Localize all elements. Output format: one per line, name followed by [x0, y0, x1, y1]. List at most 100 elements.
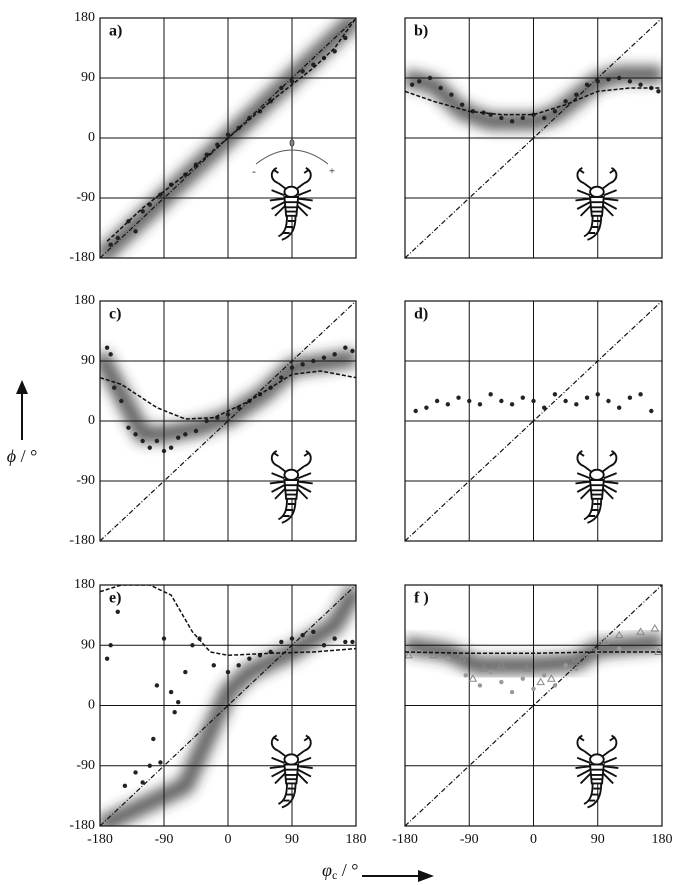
fit-curve: [100, 370, 356, 420]
data-point: [614, 630, 624, 639]
data-point: [536, 677, 546, 686]
data-point: [563, 99, 568, 104]
data-point: [161, 636, 167, 641]
data-point: [154, 683, 160, 688]
data-point: [479, 664, 488, 672]
data-point: [546, 674, 556, 682]
y-tick-label: 0: [88, 698, 95, 713]
data-point: [300, 69, 305, 74]
data-point: [289, 365, 295, 370]
data-point: [497, 660, 506, 669]
y-tick-label: 0: [88, 413, 95, 428]
x-label-symbol: φ: [322, 860, 332, 880]
y-tick-label: 90: [81, 637, 95, 652]
data-point: [427, 75, 433, 81]
data-point: [104, 656, 110, 661]
data-point: [133, 770, 138, 775]
data-point: [616, 646, 622, 651]
data-point: [332, 636, 337, 641]
data-point: [161, 448, 167, 454]
data-point: [424, 405, 429, 410]
data-point: [133, 432, 138, 437]
data-point: [190, 643, 195, 648]
data-point: [321, 355, 327, 360]
data-point: [417, 79, 422, 84]
data-point: [638, 392, 643, 397]
x-label: φc / °: [322, 860, 359, 882]
y-tick-label: -180: [69, 533, 95, 548]
data-point: [204, 418, 209, 424]
data-point: [456, 395, 461, 400]
scorpion-icon: [268, 449, 314, 524]
plot-area: [405, 18, 662, 258]
data-point: [509, 402, 515, 407]
data-point: [140, 209, 145, 214]
data-point: [140, 780, 145, 785]
data-point: [606, 398, 611, 404]
data-point: [521, 664, 531, 672]
annotation-text: -: [252, 166, 256, 178]
y-tick-label: 90: [81, 70, 95, 85]
data-point: [151, 736, 156, 742]
data-point: [350, 348, 355, 354]
data-point: [531, 686, 536, 691]
data-point: [636, 627, 645, 635]
data-point: [457, 654, 467, 662]
data-point: [627, 79, 633, 84]
panel: 0 - + a) -180 -90 0 90 180: [69, 10, 357, 265]
frame: [99, 584, 357, 827]
data-point: [600, 637, 610, 645]
x-tick-label: -90: [155, 832, 174, 847]
x-axis-label: φc / °: [322, 860, 434, 882]
diagonal-line: [405, 585, 662, 826]
annotation-text: 0: [289, 138, 295, 150]
x-tick-label: -180: [392, 832, 418, 847]
frame: [99, 17, 357, 259]
x-tick-label: 180: [652, 832, 673, 847]
y-tick-label: -90: [76, 758, 95, 773]
frame: [99, 300, 357, 542]
data-point: [488, 392, 493, 397]
y-tick-label: 180: [74, 577, 95, 592]
data-point: [574, 666, 579, 671]
x-tick-label: 0: [530, 832, 537, 847]
density-band: [100, 585, 356, 826]
scorpion-icon: [574, 166, 620, 241]
data-point: [321, 643, 327, 648]
data-point: [499, 398, 504, 404]
y-tick-label: -90: [76, 190, 95, 205]
data-point: [108, 352, 113, 357]
data-point: [279, 85, 284, 91]
frame: [404, 300, 663, 542]
data-point: [343, 639, 348, 645]
data-point: [225, 669, 231, 675]
data-point: [279, 375, 284, 380]
data-point: [332, 49, 337, 54]
panel-label: f ): [414, 590, 429, 607]
panel: b): [404, 17, 663, 259]
data-point: [650, 624, 660, 632]
diagonal-line: [100, 301, 356, 541]
data-point: [236, 663, 241, 668]
data-point: [247, 656, 252, 661]
data-point: [311, 62, 316, 67]
data-point: [595, 79, 600, 84]
panel-label: b): [414, 23, 428, 40]
data-point: [574, 92, 579, 97]
annotation-text: +: [329, 166, 335, 178]
y-label-unit: / °: [16, 446, 37, 466]
scorpion-icon: [268, 734, 314, 809]
annotation-arc: [255, 149, 329, 165]
data-point: [289, 79, 295, 84]
data-point: [656, 89, 661, 94]
data-point: [289, 636, 295, 641]
data-point: [468, 674, 478, 682]
fit-curve: [106, 18, 356, 242]
panel-label: e): [109, 590, 121, 607]
data-point: [616, 405, 622, 410]
data-point: [595, 392, 600, 397]
data-point: [140, 438, 145, 444]
data-point: [477, 402, 483, 407]
data-point: [115, 235, 120, 241]
data-point: [405, 650, 413, 659]
